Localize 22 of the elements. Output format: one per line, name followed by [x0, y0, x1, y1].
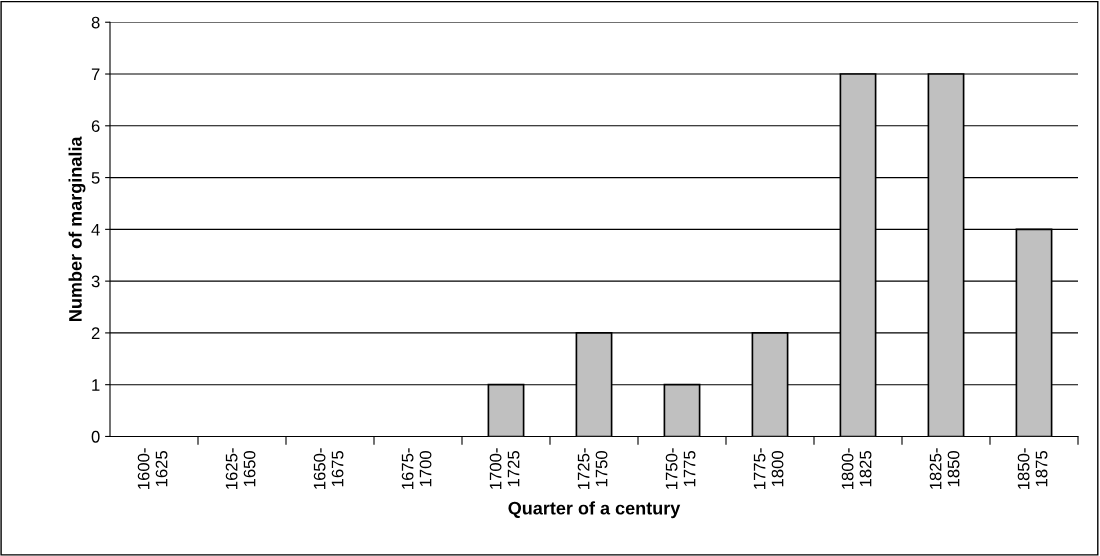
- x-tick-label: 1700- 1725: [489, 448, 520, 489]
- y-tick-label: 4: [91, 223, 100, 236]
- y-tick-label: 0: [91, 430, 100, 443]
- y-tick-label: 3: [91, 275, 100, 288]
- y-axis-title: Number of marginalia: [68, 136, 86, 321]
- x-tick-label: 1775- 1800: [753, 448, 784, 489]
- x-tick-label: 1650- 1675: [313, 448, 344, 489]
- x-axis-title: Quarter of a century: [508, 501, 681, 519]
- y-tick-label: 8: [91, 16, 100, 29]
- x-tick-label: 1850- 1875: [1017, 448, 1048, 489]
- x-tick-label: 1625- 1650: [225, 448, 256, 489]
- y-tick-label: 6: [91, 120, 100, 132]
- y-tick-label: 5: [91, 172, 100, 184]
- x-tick-label: 1825- 1850: [929, 448, 960, 489]
- y-tick-label: 2: [91, 327, 100, 339]
- x-tick-label: 1800- 1825: [841, 448, 872, 489]
- y-tick-label: 7: [91, 68, 100, 81]
- x-tick-label: 1750- 1775: [665, 448, 696, 489]
- y-tick-label: 1: [92, 379, 100, 391]
- x-tick-label: 1725- 1750: [577, 448, 608, 489]
- x-tick-label: 1600- 1625: [137, 448, 168, 489]
- x-tick-label: 1675- 1700: [401, 448, 432, 489]
